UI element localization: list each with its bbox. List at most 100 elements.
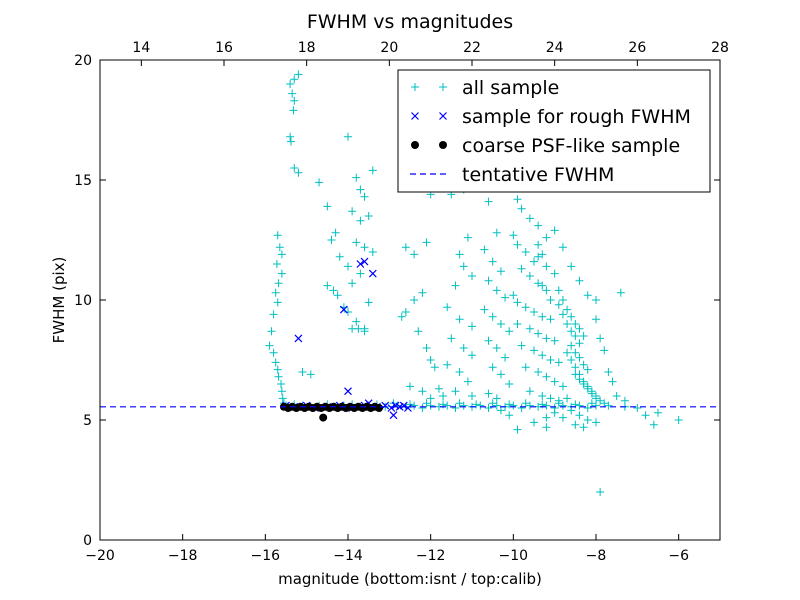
data-point: [509, 231, 518, 240]
data-point: [414, 327, 423, 336]
data-point: [505, 400, 514, 409]
data-point: [397, 312, 406, 321]
data-point: [273, 231, 282, 240]
data-point: [563, 394, 572, 403]
data-point: [447, 334, 456, 343]
data-point: [277, 250, 286, 259]
data-point: [600, 346, 609, 355]
data-point: [563, 348, 572, 357]
data-point: [517, 204, 526, 213]
data-point: [616, 288, 625, 297]
data-point: [579, 332, 588, 340]
data-point: [575, 353, 584, 362]
data-point: [492, 286, 501, 295]
data-point: [422, 399, 431, 408]
data-point: [558, 382, 567, 391]
data-point: [368, 248, 377, 256]
data-point: [563, 305, 572, 314]
data-point: [463, 377, 472, 386]
data-point: [488, 312, 497, 321]
data-point: [480, 305, 489, 314]
legend-marker: [439, 141, 447, 149]
data-point: [426, 394, 435, 403]
data-point: [488, 257, 497, 266]
data-point: [583, 404, 592, 412]
x-axis-label: magnitude (bottom:isnt / top:calib): [278, 570, 542, 588]
data-point: [286, 132, 295, 141]
data-point: [571, 320, 580, 328]
data-point: [399, 401, 408, 410]
data-point: [538, 250, 547, 259]
data-point: [546, 296, 555, 304]
x-tick-label: −10: [499, 548, 529, 564]
data-point: [272, 260, 281, 268]
legend-marker: [411, 141, 419, 149]
data-point: [459, 401, 468, 410]
data-point: [517, 404, 526, 412]
data-point: [315, 178, 324, 187]
data-point: [554, 286, 563, 295]
axes: −20 −18 −16 −14 −12 −10 −8 −6 14 16 18 20 22 24 26 28 0 5…: [74, 40, 729, 564]
data-point: [410, 401, 419, 410]
data-point: [604, 401, 613, 410]
data-point: [517, 341, 526, 350]
data-point: [443, 360, 452, 369]
data-point: [546, 356, 555, 364]
data-point: [335, 252, 344, 261]
data-point: [534, 252, 543, 261]
data-point: [294, 168, 303, 177]
data-point: [271, 358, 280, 367]
data-point: [426, 356, 435, 364]
data-point: [289, 106, 298, 115]
data-point: [575, 276, 584, 285]
data-point: [323, 202, 332, 211]
data-point: [587, 399, 596, 408]
data-point: [269, 348, 278, 357]
data-point: [331, 228, 340, 237]
legend-box: [397, 69, 711, 193]
legend-label: sample for rough FWHM: [462, 106, 691, 128]
data-point: [480, 245, 489, 254]
data-point: [364, 212, 373, 220]
data-point: [277, 269, 286, 278]
data-point: [323, 281, 332, 290]
data-point: [352, 173, 361, 182]
data-point: [348, 207, 357, 216]
legend-item: sample for rough FWHM: [411, 106, 691, 128]
top-x-tick-label: 20: [380, 40, 398, 56]
top-x-tick-label: 18: [298, 40, 316, 56]
chart-title: FWHM vs magnitudes: [307, 11, 513, 33]
data-point: [563, 320, 572, 328]
data-point: [426, 401, 435, 410]
data-point: [530, 257, 538, 266]
data-point: [654, 408, 662, 417]
data-point: [288, 89, 297, 98]
data-point: [273, 365, 282, 374]
legend-marker: [411, 83, 419, 91]
top-x-tick-label: 22: [463, 40, 481, 56]
data-point: [521, 363, 530, 372]
data-point: [269, 310, 278, 319]
legend-item: coarse PSF-like sample: [411, 135, 680, 157]
data-point: [534, 221, 543, 230]
data-point: [468, 392, 476, 400]
data-point: [530, 308, 538, 316]
data-point: [404, 404, 412, 412]
data-point: [567, 327, 576, 336]
data-point: [364, 298, 373, 307]
series-sample-for-rough-fwhm: [282, 257, 412, 420]
data-point: [360, 324, 369, 333]
data-point: [368, 166, 377, 175]
data-point: [274, 372, 283, 381]
data-point: [542, 233, 551, 242]
data-point: [542, 286, 551, 295]
data-point: [271, 288, 280, 297]
data-point: [455, 399, 464, 408]
data-point: [542, 401, 551, 410]
data-point: [575, 411, 584, 420]
data-point: [542, 372, 551, 381]
data-point: [674, 416, 683, 424]
data-point: [476, 401, 485, 410]
data-point: [492, 228, 501, 237]
data-point: [344, 387, 352, 396]
